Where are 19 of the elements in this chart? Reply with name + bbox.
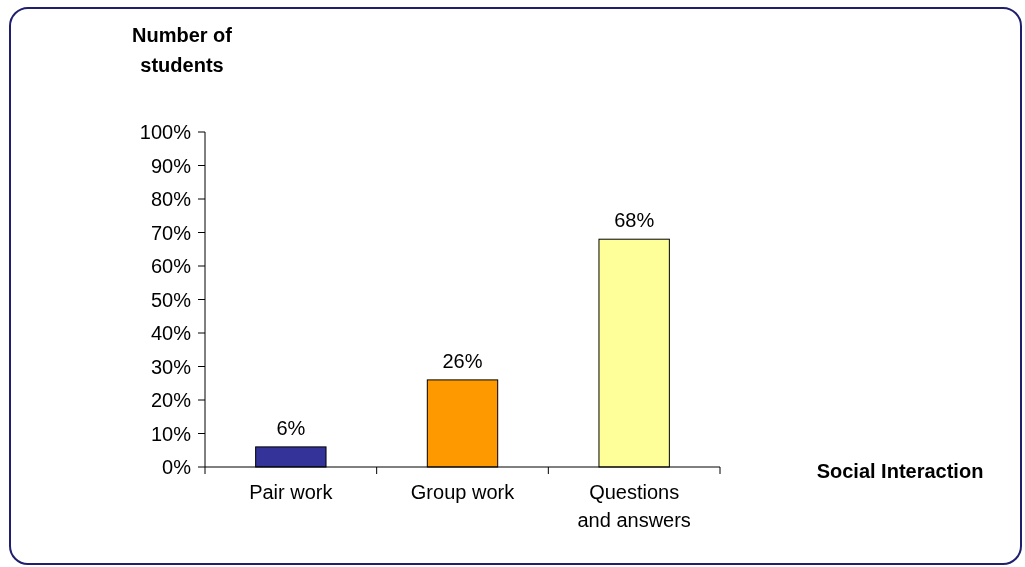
y-tick-label: 0% <box>162 456 192 478</box>
y-tick-label: 100% <box>139 121 192 143</box>
data-label: 68% <box>614 209 655 232</box>
y-tick-label: 90% <box>150 154 192 177</box>
y-tick-label: 50% <box>150 288 192 311</box>
y-tick-label: 80% <box>150 188 192 210</box>
data-label: 26% <box>442 349 483 372</box>
data-label: 6% <box>276 416 306 439</box>
x-tick-label: Questions and answers <box>577 481 691 531</box>
y-tick-label: 20% <box>150 389 192 411</box>
y-tick-label: 60% <box>150 255 192 277</box>
y-tick-label: 10% <box>150 422 192 445</box>
x-tick-label: Pair work <box>249 481 334 503</box>
y-axis-title: Number of students <box>132 24 233 76</box>
x-tick-label: Group work <box>410 481 516 503</box>
y-tick-label: 40% <box>150 322 192 344</box>
y-tick-label: 70% <box>150 221 192 244</box>
x-axis-title: Social Interaction <box>816 460 984 482</box>
y-tick-label: 30% <box>150 355 192 378</box>
